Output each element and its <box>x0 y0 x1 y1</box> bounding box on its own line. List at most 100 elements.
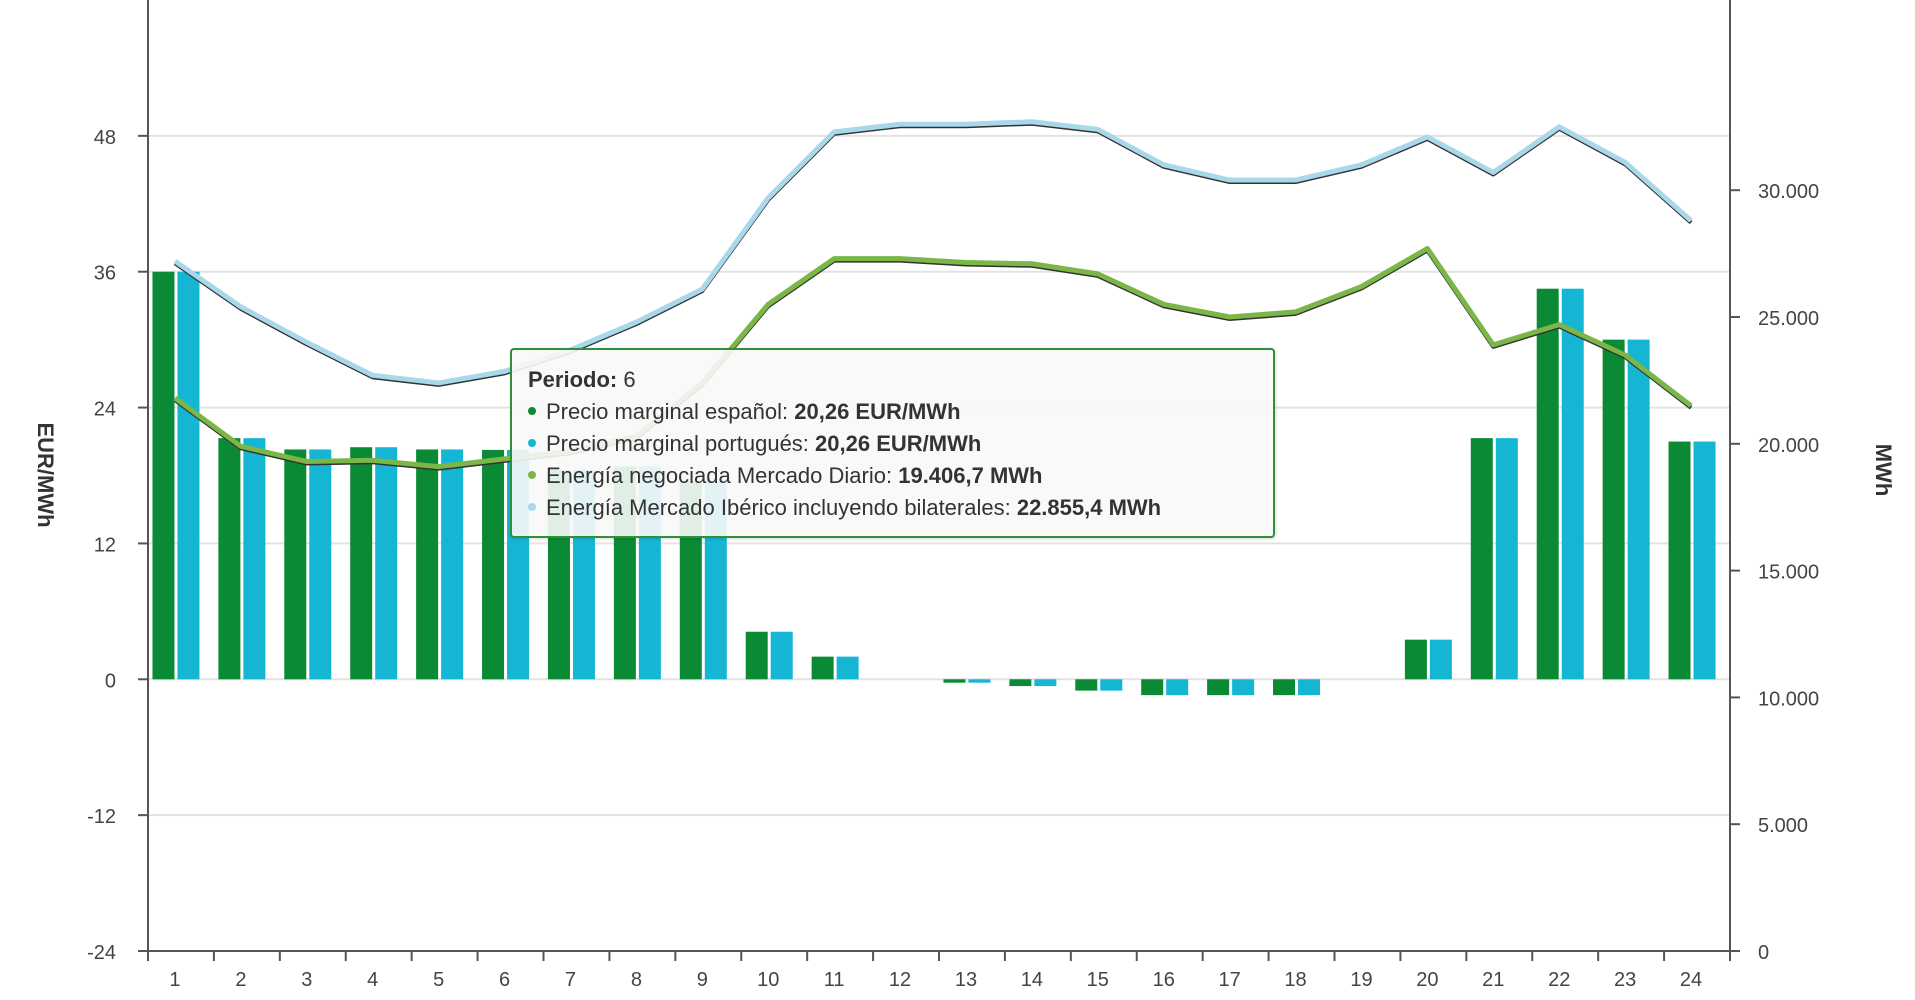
x-tick-label: 13 <box>955 969 977 991</box>
x-tick-label: 12 <box>889 969 911 991</box>
y-axis-title-right: MWh <box>1871 444 1896 497</box>
tooltip-row-label: Energía Mercado Ibérico incluyendo bilat… <box>546 495 1017 520</box>
bar <box>745 631 768 680</box>
bar-series <box>152 271 1716 696</box>
bar <box>284 449 307 680</box>
tooltip-row-value: 22.855,4 MWh <box>1016 495 1162 520</box>
y-axis-title-left: EUR/MWh <box>33 422 58 527</box>
bar <box>350 447 373 680</box>
x-tick-label: 3 <box>301 969 312 991</box>
axes: 483624120-12-2430.00025.00020.00015.0001… <box>87 0 1819 991</box>
bar <box>177 271 200 680</box>
bar <box>1009 679 1032 687</box>
tooltip-row-value: 20,26 EUR/MWh <box>794 399 961 424</box>
y2-tick-label: 30.000 <box>1758 181 1819 203</box>
series-line <box>173 246 1693 470</box>
tooltip-row: Precio marginal español: 20,26 EUR/MWh <box>528 396 1273 428</box>
bar <box>1602 339 1625 680</box>
tooltip-row-label: Energía negociada Mercado Diario: <box>546 463 899 488</box>
x-tick-label: 16 <box>1153 969 1175 991</box>
y2-tick-label: 0 <box>1758 942 1769 964</box>
y-tick-label: 0 <box>105 670 116 692</box>
x-tick-label: 1 <box>169 969 180 991</box>
x-tick-label: 17 <box>1219 969 1241 991</box>
bar <box>416 449 439 680</box>
x-tick-label: 2 <box>235 969 246 991</box>
x-tick-label: 9 <box>697 969 708 991</box>
bar <box>1075 679 1098 691</box>
series-line-shadow <box>173 121 1693 387</box>
series-dot-icon <box>528 439 536 448</box>
bar <box>1693 441 1716 680</box>
bar <box>943 679 966 683</box>
bar <box>218 438 241 680</box>
series-dot-icon <box>528 471 536 480</box>
y-tick-label: 36 <box>94 263 116 285</box>
bar <box>1470 438 1493 680</box>
bar <box>836 656 859 680</box>
bar <box>309 449 332 680</box>
x-tick-label: 7 <box>565 969 576 991</box>
x-tick-label: 15 <box>1087 969 1109 991</box>
x-tick-label: 18 <box>1284 969 1306 991</box>
bar <box>1273 679 1296 696</box>
tooltip-row: Precio marginal portugués: 20,26 EUR/MWh <box>528 428 1273 460</box>
tooltip-row: Energía Mercado Ibérico incluyendo bilat… <box>528 492 1273 524</box>
bar <box>1561 288 1584 680</box>
bar <box>1166 679 1189 696</box>
y-tick-label: 48 <box>94 127 116 149</box>
x-tick-label: 11 <box>824 969 845 991</box>
tooltip-row: Energía negociada Mercado Diario: 19.406… <box>528 460 1273 492</box>
bar <box>1668 441 1691 680</box>
tooltip-row-label: Precio marginal portugués: <box>546 431 816 456</box>
line-series <box>173 119 1693 471</box>
series-dot-icon <box>528 407 536 416</box>
bar <box>1429 639 1452 680</box>
tooltip-row-value: 19.406,7 MWh <box>898 463 1043 488</box>
bar <box>1034 679 1057 687</box>
bar <box>1232 679 1255 696</box>
bar <box>968 679 991 683</box>
tooltip-row-value: 20,26 EUR/MWh <box>815 431 982 456</box>
x-tick-label: 14 <box>1021 969 1043 991</box>
bar <box>152 271 175 680</box>
tooltip-title: Periodo: 6 <box>528 364 1273 396</box>
tooltip-title-value: 6 <box>623 367 636 392</box>
bar <box>1298 679 1321 696</box>
bar <box>243 438 266 680</box>
bar <box>1627 339 1650 680</box>
x-tick-label: 6 <box>499 969 510 991</box>
x-tick-label: 10 <box>757 969 779 991</box>
y-tick-label: -24 <box>87 942 116 964</box>
series-line <box>173 119 1693 386</box>
bar <box>482 449 505 680</box>
bar <box>1536 288 1559 680</box>
bar <box>441 449 464 680</box>
x-tick-label: 19 <box>1350 969 1372 991</box>
series-dot-icon <box>528 503 536 512</box>
bar <box>1404 639 1427 680</box>
tooltip-title-label: Periodo: <box>528 367 618 392</box>
x-tick-label: 20 <box>1416 969 1438 991</box>
x-tick-label: 22 <box>1548 969 1570 991</box>
bar <box>1495 438 1518 680</box>
x-tick-label: 21 <box>1482 969 1504 991</box>
y-tick-label: 12 <box>94 534 116 556</box>
x-tick-label: 8 <box>631 969 642 991</box>
y2-tick-label: 5.000 <box>1758 815 1808 837</box>
y2-tick-label: 15.000 <box>1758 562 1819 584</box>
bar <box>1100 679 1123 691</box>
x-tick-label: 4 <box>367 969 378 991</box>
bar <box>375 447 398 680</box>
tooltip: Periodo: 6 Precio marginal español: 20,2… <box>510 348 1275 538</box>
y-tick-label: -12 <box>87 806 116 828</box>
y2-tick-label: 20.000 <box>1758 435 1819 457</box>
x-tick-label: 5 <box>433 969 444 991</box>
x-tick-label: 23 <box>1614 969 1636 991</box>
y2-tick-label: 10.000 <box>1758 688 1819 710</box>
bar <box>1141 679 1164 696</box>
bar <box>770 631 793 680</box>
y2-tick-label: 25.000 <box>1758 308 1819 330</box>
bar <box>811 656 834 680</box>
